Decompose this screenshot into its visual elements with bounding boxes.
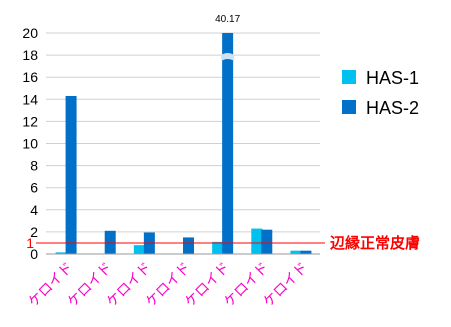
y-tick-label: 6	[30, 180, 38, 196]
bar-has-2-7	[300, 250, 312, 254]
y-tick-label: 12	[22, 113, 38, 129]
reference-line-value-label: 1	[26, 235, 34, 251]
axis-break-marker	[221, 53, 235, 61]
bar-has-1-5	[212, 241, 224, 254]
legend-swatch-has-2	[342, 100, 356, 114]
y-tick-label: 20	[22, 25, 38, 41]
bar-has-2-1	[65, 95, 77, 254]
y-tick-label: 18	[22, 47, 38, 63]
y-tick-label: 4	[30, 202, 38, 218]
bar-has-1-1	[55, 252, 67, 254]
y-tick-label: 10	[22, 136, 38, 152]
legend: HAS-1 HAS-2	[342, 68, 419, 118]
y-tick-label: 2	[30, 224, 38, 240]
y-tick-label: 16	[22, 69, 38, 85]
bar-has-2-6	[261, 229, 273, 254]
y-tick-label: 14	[22, 91, 38, 107]
reference-line-label: 辺縁正常皮膚	[330, 234, 420, 252]
bar-has-1-7	[290, 250, 302, 254]
legend-label-has-1: HAS-1	[366, 68, 419, 88]
bar-has-1-6	[251, 228, 263, 254]
legend-label-has-2: HAS-2	[366, 98, 419, 118]
reference-line: 1 辺縁正常皮膚	[26, 234, 420, 252]
y-axis-tick-labels: 0 2 4 6 8 10 12 14 16 18 20	[22, 25, 38, 262]
data-label: 40.17	[215, 14, 240, 25]
data-labels: 40.17	[215, 14, 240, 25]
bar-has-2-5	[222, 33, 234, 254]
bar-has-2-4	[183, 237, 194, 254]
legend-swatch-has-1	[342, 70, 356, 84]
y-tick-label: 0	[30, 246, 38, 262]
y-tick-label: 8	[30, 158, 38, 174]
gridlines	[46, 32, 320, 233]
bar-has-1-3	[133, 245, 145, 254]
bar-has-2-2	[104, 230, 116, 254]
